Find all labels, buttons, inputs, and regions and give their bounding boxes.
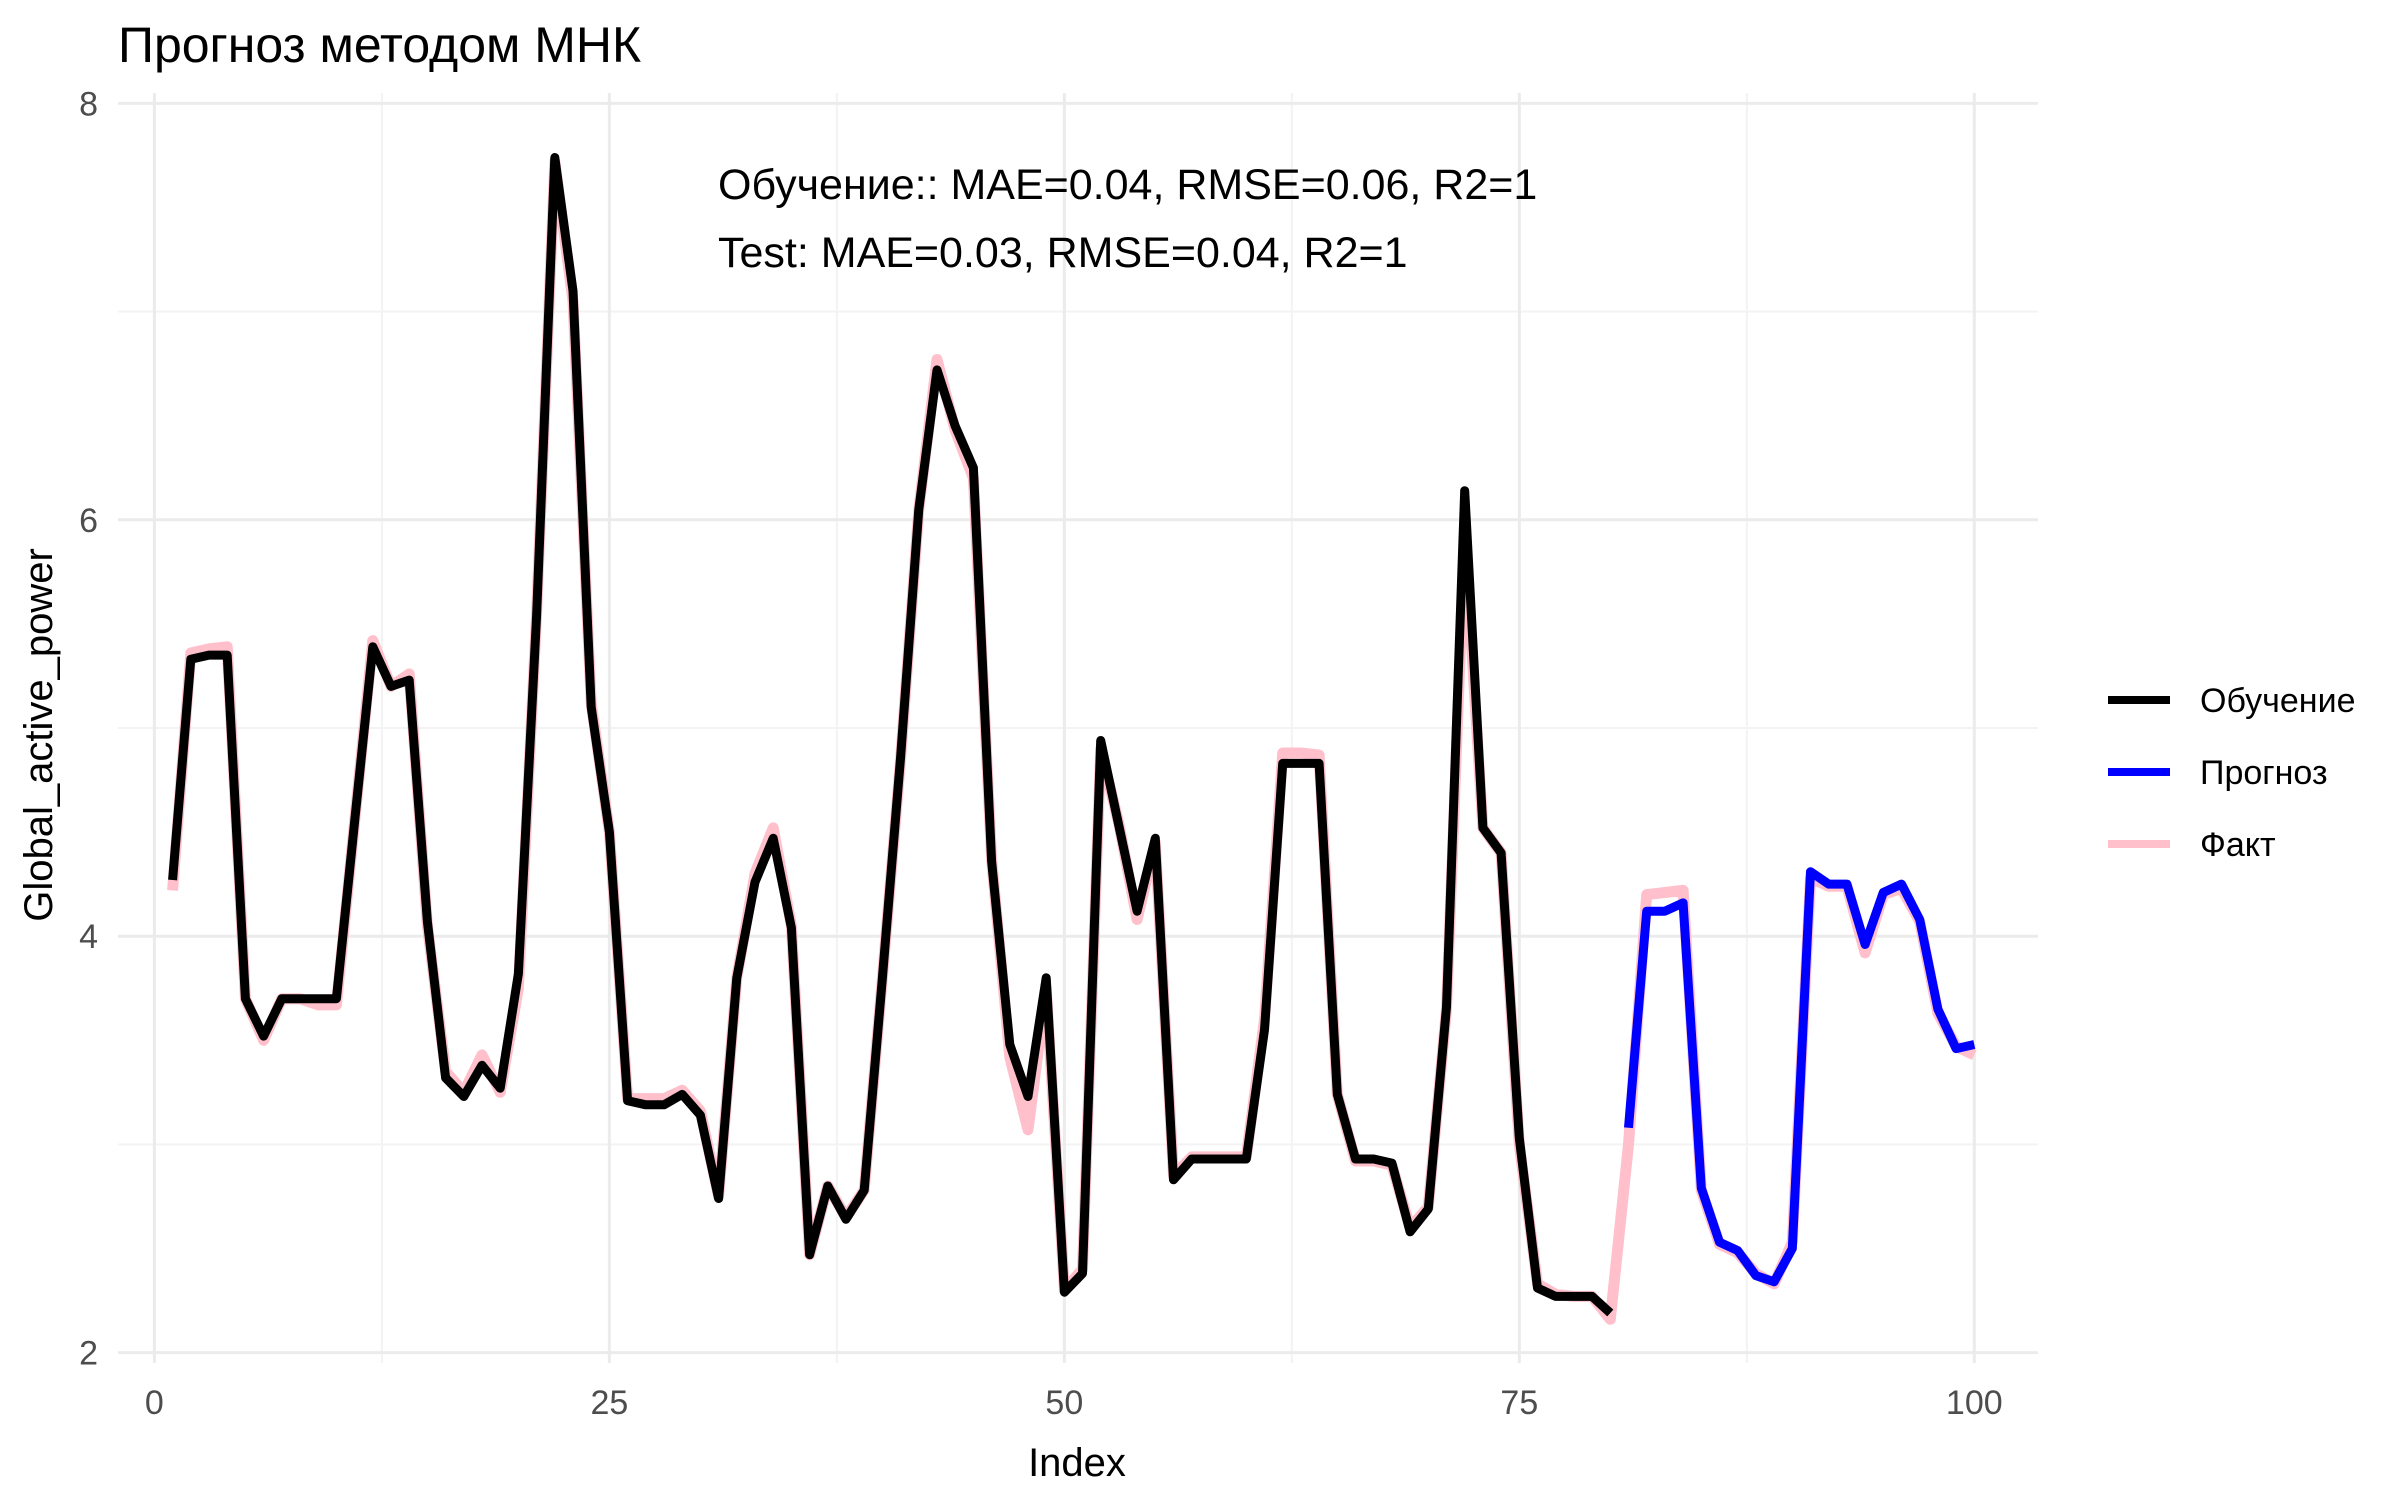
x-tick-label: 25 — [590, 1384, 628, 1422]
y-tick-label: 2 — [79, 1335, 98, 1373]
y-axis-ticks: 2 4 6 8 — [79, 85, 98, 1372]
x-tick-label: 75 — [1500, 1384, 1538, 1422]
legend-label-fakt: Факт — [2200, 826, 2276, 864]
legend: Обучение Прогноз Факт — [2108, 682, 2355, 864]
gridlines — [118, 93, 2038, 1363]
x-axis-ticks: 0 25 50 75 100 — [145, 1384, 2003, 1422]
series-line-0 — [167, 156, 1977, 1325]
y-tick-label: 4 — [79, 918, 98, 956]
annotation-test-metrics: Test: MAE=0.03, RMSE=0.04, R2=1 — [718, 229, 1408, 277]
x-tick-label: 0 — [145, 1384, 164, 1422]
series-line-2 — [1624, 867, 1976, 1287]
y-tick-label: 8 — [79, 85, 98, 123]
legend-label-obuchenie: Обучение — [2200, 682, 2355, 720]
legend-label-prognoz: Прогноз — [2200, 754, 2328, 792]
chart-title: Прогноз методом МНК — [118, 17, 641, 73]
x-tick-label: 100 — [1946, 1384, 2003, 1422]
series-lines — [167, 153, 1977, 1325]
x-axis-label: Index — [1028, 1441, 1126, 1485]
y-axis-label: Global_active_power — [17, 548, 61, 922]
y-tick-label: 6 — [79, 502, 98, 540]
series-line-1 — [168, 153, 1614, 1317]
annotation-train-metrics: Обучение:: MAE=0.04, RMSE=0.06, R2=1 — [718, 161, 1537, 209]
x-tick-label: 50 — [1045, 1384, 1083, 1422]
